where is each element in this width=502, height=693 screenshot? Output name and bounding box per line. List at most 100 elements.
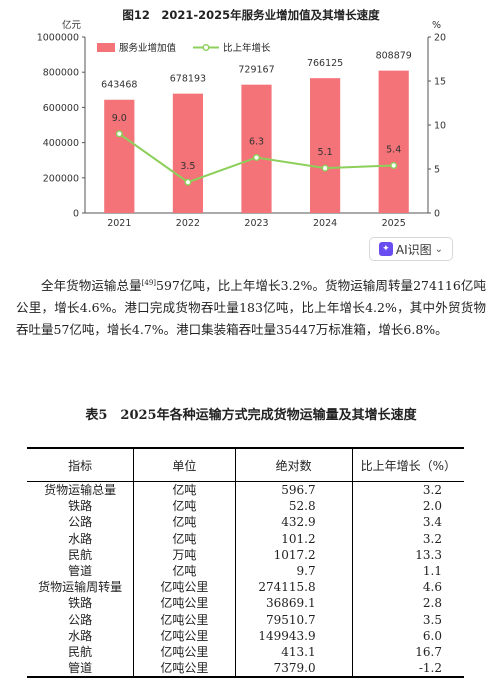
left-tick-label: 600000 [43, 103, 79, 114]
table-row: 管道 亿吨公里 7379.0 -1.2 [27, 660, 464, 679]
cell-growth: 4.6 [351, 579, 464, 596]
bar [378, 70, 409, 213]
cell-growth: 3.2 [351, 481, 464, 499]
table-row: 货物运输周转量 亿吨公里 274115.8 4.6 [27, 579, 464, 596]
cell-absolute: 596.7 [234, 481, 353, 499]
table-row: 铁路 亿吨公里 36869.1 2.8 [27, 595, 464, 612]
cell-absolute: 52.8 [234, 498, 353, 515]
cell-growth: 1.1 [351, 562, 464, 580]
cell-unit: 亿吨公里 [133, 643, 236, 661]
cell-absolute: 149943.9 [234, 627, 353, 644]
bar-value-label: 643468 [101, 80, 137, 91]
right-tick-label: 10 [434, 121, 446, 132]
table-row: 铁路 亿吨 52.8 2.0 [27, 498, 464, 515]
cell-absolute: 7379.0 [234, 660, 353, 679]
cell-indicator: 民航 [68, 644, 93, 659]
table-row: 水路 亿吨公里 149943.9 6.0 [27, 627, 464, 644]
cell-absolute: 274115.8 [234, 579, 353, 596]
cell-unit: 亿吨公里 [133, 595, 236, 612]
left-tick-label: 800000 [43, 68, 79, 79]
table-row: 民航 亿吨公里 413.1 16.7 [27, 643, 464, 661]
header-unit: 单位 [133, 447, 236, 482]
table-row: 水路 亿吨 101.2 3.2 [27, 530, 464, 547]
left-tick-label: 0 [73, 209, 79, 220]
cell-absolute: 9.7 [234, 562, 353, 580]
cell-indicator: 公路 [68, 612, 93, 627]
cell-unit: 亿吨 [133, 514, 236, 531]
cell-unit: 亿吨 [133, 530, 236, 547]
cell-growth: 3.4 [351, 514, 464, 531]
cell-growth: -1.2 [351, 660, 464, 679]
cell-absolute: 79510.7 [234, 611, 353, 628]
cell-indicator: 公路 [68, 515, 93, 530]
right-tick-label: 0 [434, 209, 440, 220]
growth-point [184, 178, 192, 186]
cell-indicator: 铁路 [68, 499, 93, 514]
legend-bar-swatch [97, 43, 115, 52]
x-tick-label: 2022 [176, 218, 200, 229]
growth-value-label: 5.1 [318, 147, 333, 158]
table-title: 表5 2025年各种运输方式完成货物运输量及其增长速度 [85, 408, 417, 423]
growth-point [252, 154, 260, 162]
right-axis-unit: % [432, 20, 441, 31]
ai-button-label: AI识图 [395, 242, 432, 257]
cell-indicator: 水路 [68, 531, 93, 546]
table-row: 民航 万吨 1017.2 13.3 [27, 546, 464, 563]
growth-value-label: 9.0 [112, 113, 127, 124]
cell-unit: 亿吨公里 [133, 660, 236, 679]
bar-value-label: 808879 [376, 51, 412, 62]
cell-unit: 亿吨 [133, 498, 236, 515]
cell-unit: 万吨 [133, 546, 236, 563]
header-indicator: 指标 [27, 447, 134, 482]
growth-value-label: 5.4 [386, 144, 401, 155]
cell-indicator: 管道 [27, 660, 134, 679]
freight-paragraph: 全年货物运输总量[49]597亿吨，比上年增长3.2%。货物运输周转量27411… [16, 272, 486, 341]
legend-line-label: 比上年增长 [223, 42, 271, 54]
legend-line-marker [202, 44, 210, 52]
cell-indicator: 水路 [68, 628, 93, 643]
bar-value-label: 729167 [238, 65, 274, 76]
x-tick-label: 2021 [107, 218, 131, 229]
growth-point [115, 130, 123, 138]
chevron-down-icon: ⌄ [434, 243, 444, 255]
table-row: 货物运输总量 亿吨 596.7 3.2 [27, 481, 464, 499]
cell-growth: 3.2 [351, 530, 464, 547]
legend-bar-label: 服务业增加值 [119, 42, 177, 54]
cell-growth: 3.5 [351, 611, 464, 628]
cell-growth: 6.0 [351, 627, 464, 644]
bar [310, 78, 341, 213]
cell-indicator: 货物运输总量 [44, 483, 117, 498]
table-body: 货物运输总量 亿吨 596.7 3.2 铁路 亿吨 52.8 2.0 公路 亿吨 432.9 3.4 水… [27, 481, 464, 679]
left-tick-label: 400000 [43, 138, 79, 149]
growth-point [390, 161, 398, 169]
table-row: 公路 亿吨 432.9 3.4 [27, 514, 464, 531]
table-row: 管道 亿吨 9.7 1.1 [27, 562, 464, 580]
ai-recognize-button[interactable]: ✦ AI识图 ⌄ [369, 237, 453, 261]
growth-value-label: 6.3 [249, 137, 264, 148]
right-tick-label: 5 [434, 165, 440, 176]
bar [104, 99, 135, 213]
bar [172, 93, 203, 213]
header-absolute: 绝对数 [234, 447, 353, 482]
right-tick-label: 15 [434, 77, 446, 88]
bar [241, 84, 272, 213]
left-tick-label: 200000 [43, 173, 79, 184]
left-tick-label: 1000000 [37, 33, 79, 44]
cell-unit: 亿吨 [133, 562, 236, 580]
table-header-row: 指标 单位 绝对数 比上年增长（%） [27, 447, 464, 482]
paragraph-lead: 全年货物运输总量 [41, 278, 142, 294]
cell-growth: 2.8 [351, 595, 464, 612]
cell-unit: 亿吨 [133, 481, 236, 499]
cell-growth: 2.0 [351, 498, 464, 515]
x-tick-label: 2025 [382, 218, 406, 229]
cell-absolute: 101.2 [234, 530, 353, 547]
cell-indicator: 铁路 [68, 596, 93, 611]
cell-absolute: 36869.1 [234, 595, 353, 612]
paragraph-body: 597亿吨，比上年增长3.2%。货物运输周转量274116亿吨公里，增长4.6%… [16, 278, 486, 338]
bar-value-label: 766125 [307, 58, 343, 69]
cell-unit: 亿吨公里 [133, 579, 236, 596]
x-tick-label: 2024 [313, 218, 337, 229]
growth-value-label: 3.5 [180, 161, 195, 172]
cell-absolute: 1017.2 [234, 546, 353, 563]
